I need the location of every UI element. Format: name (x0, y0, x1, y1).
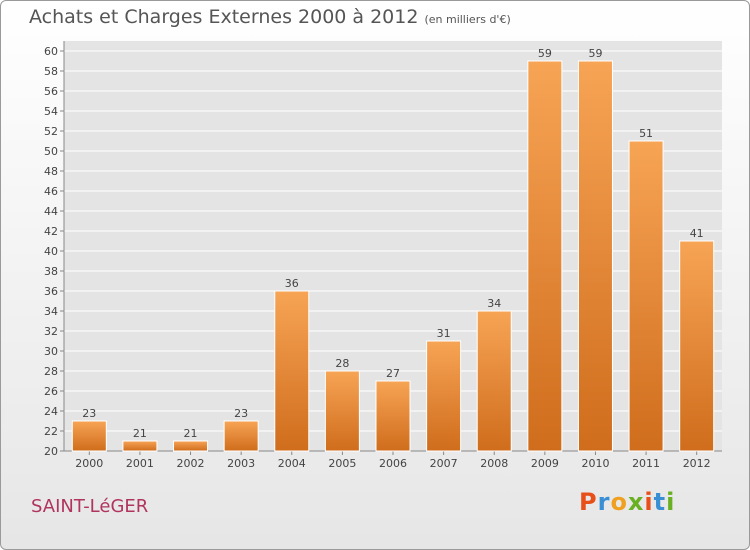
data-label-2002: 21 (184, 427, 198, 440)
y-tick-label: 44 (44, 205, 58, 218)
y-tick-label: 50 (44, 145, 58, 158)
y-tick-label: 20 (44, 445, 58, 458)
x-tick-label-2003: 2003 (227, 457, 255, 470)
data-label-2010: 59 (588, 47, 602, 60)
y-tick-label: 48 (44, 165, 58, 178)
y-tick-label: 46 (44, 185, 58, 198)
x-tick-label-2012: 2012 (683, 457, 711, 470)
commune-name: SAINT-LéGER (31, 496, 149, 517)
y-tick-label: 40 (44, 245, 58, 258)
x-tick-label-2008: 2008 (480, 457, 508, 470)
x-tick-label-2006: 2006 (379, 457, 407, 470)
data-label-2004: 36 (285, 277, 299, 290)
proxiti-logo: Proxiti (579, 488, 675, 516)
x-tick-label-2011: 2011 (632, 457, 660, 470)
y-tick-label: 42 (44, 225, 58, 238)
y-tick-label: 52 (44, 125, 58, 138)
x-tick-label-2004: 2004 (278, 457, 306, 470)
bar-2000 (71, 420, 107, 452)
bar-2001 (122, 440, 158, 452)
y-tick-label: 24 (44, 405, 58, 418)
y-tick-label: 32 (44, 325, 58, 338)
data-label-2008: 34 (487, 297, 501, 310)
logo-letter: x (627, 488, 645, 516)
x-tick-label-2001: 2001 (126, 457, 154, 470)
y-tick-label: 26 (44, 385, 58, 398)
chart-title-text: Achats et Charges Externes 2000 à 2012 (29, 6, 419, 28)
x-tick-label-2009: 2009 (531, 457, 559, 470)
bar-2003 (223, 420, 259, 452)
data-label-2005: 28 (335, 357, 349, 370)
bar-2012 (679, 240, 715, 452)
bar-2004 (274, 290, 310, 452)
bar-2007 (426, 340, 462, 452)
y-tick-label: 56 (44, 85, 58, 98)
y-tick-label: 30 (44, 345, 58, 358)
logo-letter: i (666, 488, 676, 516)
y-tick-label: 58 (44, 65, 58, 78)
x-tick-label-2010: 2010 (581, 457, 609, 470)
data-label-2000: 23 (82, 407, 96, 420)
data-label-2006: 27 (386, 367, 400, 380)
x-tick-label-2002: 2002 (177, 457, 205, 470)
logo-letter: i (644, 488, 654, 516)
y-tick-label: 28 (44, 365, 58, 378)
bar-2006 (375, 380, 411, 452)
y-tick-label: 34 (44, 305, 58, 318)
data-label-2011: 51 (639, 127, 653, 140)
bar-2008 (476, 310, 512, 452)
logo-letter: o (610, 488, 628, 516)
bar-2009 (527, 60, 563, 452)
logo-letter: t (653, 488, 667, 516)
bar-2010 (577, 60, 613, 452)
logo-letter: r (597, 488, 611, 516)
data-label-2009: 59 (538, 47, 552, 60)
chart-subtitle: (en milliers d'€) (424, 13, 511, 26)
y-tick-label: 38 (44, 265, 58, 278)
bar-2011 (628, 140, 664, 452)
y-tick-label: 22 (44, 425, 58, 438)
chart-title: Achats et Charges Externes 2000 à 2012 (e… (29, 6, 511, 28)
bar-2002 (173, 440, 209, 452)
logo-letter: P (579, 488, 598, 516)
data-label-2001: 21 (133, 427, 147, 440)
x-tick-label-2000: 2000 (75, 457, 103, 470)
data-label-2003: 23 (234, 407, 248, 420)
y-tick-label: 36 (44, 285, 58, 298)
bar-2005 (324, 370, 360, 452)
x-tick-label-2005: 2005 (328, 457, 356, 470)
data-label-2012: 41 (690, 227, 704, 240)
y-tick-label: 54 (44, 105, 58, 118)
data-label-2007: 31 (437, 327, 451, 340)
y-tick-label: 60 (44, 45, 58, 58)
x-tick-label-2007: 2007 (430, 457, 458, 470)
